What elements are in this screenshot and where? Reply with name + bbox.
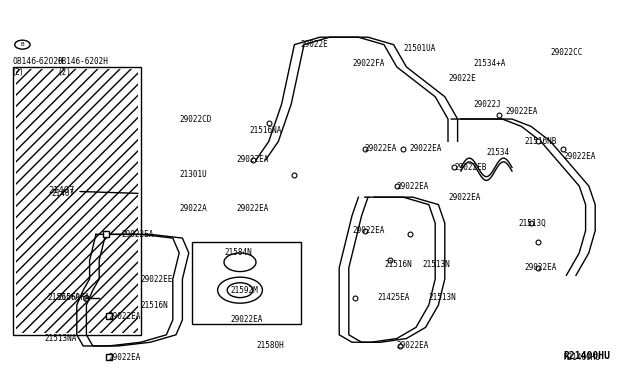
Text: 29022EA: 29022EA (109, 353, 141, 362)
FancyBboxPatch shape (13, 67, 141, 335)
Text: 29022CD: 29022CD (179, 115, 212, 124)
Text: 21513Q: 21513Q (518, 219, 546, 228)
Text: 21580H: 21580H (256, 341, 284, 350)
Text: R21400HU: R21400HU (563, 351, 610, 361)
Text: 29022EA: 29022EA (448, 193, 481, 202)
Text: 21425EA: 21425EA (378, 293, 410, 302)
Text: 21516NA: 21516NA (250, 126, 282, 135)
Text: 29022EA: 29022EA (410, 144, 442, 153)
Text: 29022EA: 29022EA (397, 182, 429, 190)
Text: 29022EA: 29022EA (122, 230, 154, 239)
Text: 29022EE: 29022EE (141, 275, 173, 283)
Text: 29022E: 29022E (301, 40, 328, 49)
Text: 29022EA: 29022EA (525, 263, 557, 272)
Text: 21516N: 21516N (384, 260, 412, 269)
Text: 29022EA: 29022EA (237, 204, 269, 213)
Text: 21513NA: 21513NA (45, 334, 77, 343)
Text: 29022E: 29022E (448, 74, 476, 83)
Text: R21400HU: R21400HU (563, 353, 600, 362)
Text: 29022EA: 29022EA (109, 312, 141, 321)
Text: 21534+A: 21534+A (474, 59, 506, 68)
Text: 29022EA: 29022EA (365, 144, 397, 153)
Text: 21584N: 21584N (224, 248, 252, 257)
Text: 29022EA: 29022EA (237, 155, 269, 164)
Text: 29022EA: 29022EA (506, 107, 538, 116)
Text: 21501UA: 21501UA (403, 44, 436, 53)
Text: 21407: 21407 (48, 186, 138, 195)
Text: B: B (20, 42, 24, 47)
Text: 29022FA: 29022FA (352, 59, 385, 68)
Text: 21516N: 21516N (141, 301, 168, 310)
Text: 21592M: 21592M (230, 286, 258, 295)
Text: 29022CC: 29022CC (550, 48, 583, 57)
Text: 29022EA: 29022EA (563, 152, 596, 161)
Text: 21560FA: 21560FA (48, 293, 81, 302)
Text: 29022EA: 29022EA (397, 341, 429, 350)
Text: 21301U: 21301U (179, 170, 207, 179)
Text: 21513N: 21513N (429, 293, 456, 302)
Bar (192, 242, 301, 324)
Text: 08146-6202H
(2): 08146-6202H (2) (58, 57, 108, 77)
Text: 29022EA: 29022EA (352, 226, 385, 235)
Text: 29022EB: 29022EB (454, 163, 487, 172)
Text: 21560FA: 21560FA (58, 293, 90, 302)
Text: 21534: 21534 (486, 148, 509, 157)
Text: 29022A: 29022A (179, 204, 207, 213)
Text: 21516NB: 21516NB (525, 137, 557, 146)
Text: 21513N: 21513N (422, 260, 450, 269)
FancyBboxPatch shape (16, 69, 138, 333)
Text: 21407: 21407 (51, 189, 74, 198)
Text: 08146-6202H
(2): 08146-6202H (2) (13, 57, 65, 77)
Text: 29022J: 29022J (474, 100, 501, 109)
Text: 29022EA: 29022EA (230, 315, 263, 324)
